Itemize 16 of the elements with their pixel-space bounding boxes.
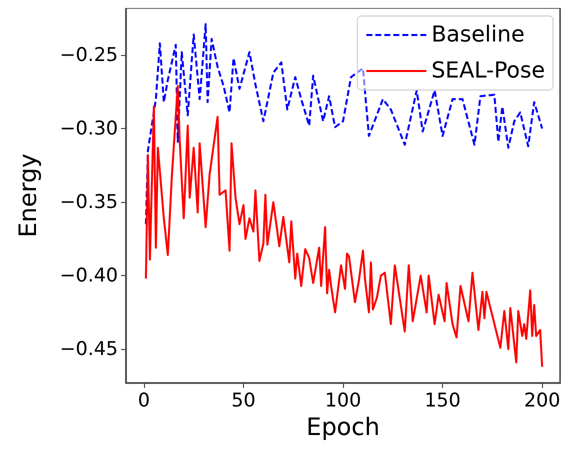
line-series bbox=[144, 84, 544, 368]
y-tick-label: −0.30 bbox=[60, 118, 118, 140]
x-tick-label: 50 bbox=[231, 390, 256, 412]
y-axis-title: Energy bbox=[14, 153, 42, 238]
y-tick-label: −0.35 bbox=[60, 191, 118, 214]
x-tick-label: 0 bbox=[138, 390, 150, 412]
x-axis-title: Epoch bbox=[306, 413, 380, 441]
line-series bbox=[144, 23, 544, 226]
y-tick-label: −0.45 bbox=[60, 338, 118, 360]
x-tick-label: 150 bbox=[424, 390, 461, 412]
x-tick-label: 200 bbox=[524, 390, 560, 412]
y-tick-label: −0.25 bbox=[60, 44, 118, 66]
legend-label: Baseline bbox=[431, 22, 525, 48]
legend-label: SEAL-Pose bbox=[431, 58, 546, 84]
x-tick-label: 100 bbox=[324, 390, 362, 412]
y-tick-label: −0.40 bbox=[60, 264, 118, 287]
